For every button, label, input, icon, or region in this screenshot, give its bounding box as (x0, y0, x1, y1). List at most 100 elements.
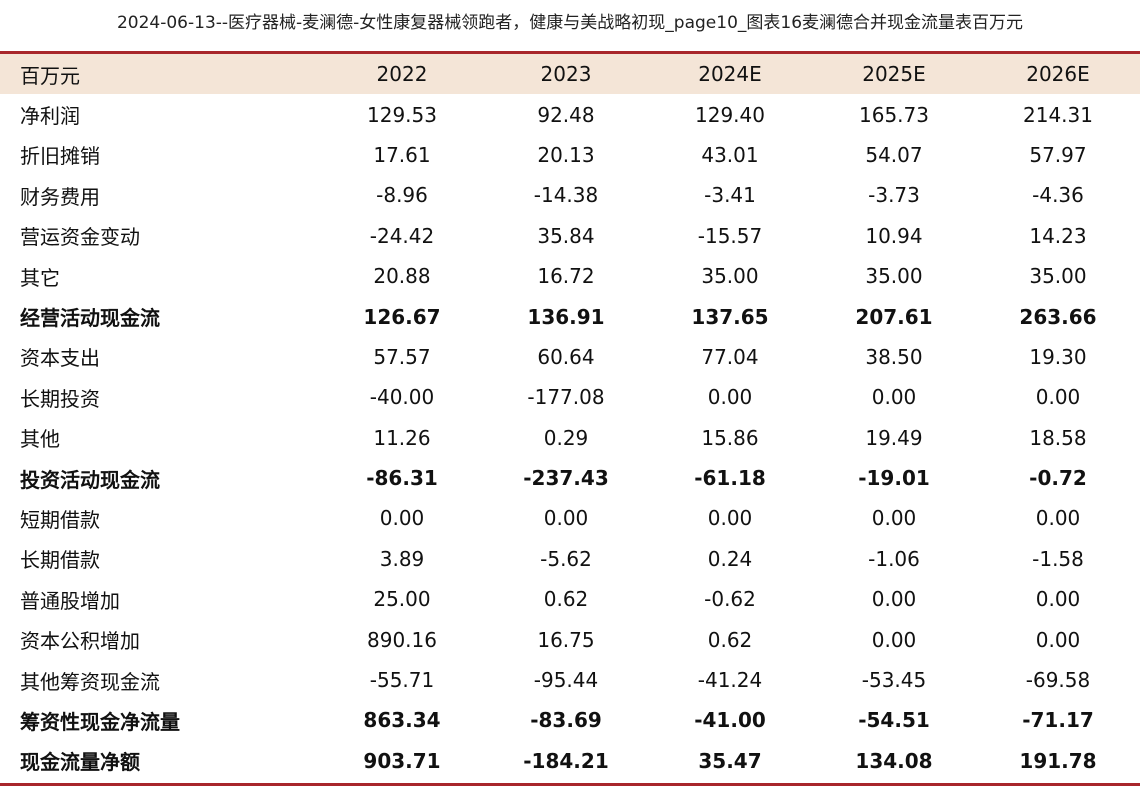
cell-value: 0.62 (543, 587, 589, 612)
cell-value: -55.71 (369, 668, 435, 693)
table-row: 经营活动现金流 126.67 136.91 137.65 207.61 263.66 (0, 296, 1140, 336)
cell-value: 19.30 (1029, 344, 1087, 369)
cell-value: 57.57 (373, 344, 431, 369)
cell-value: 863.34 (363, 708, 441, 733)
cell-value: 20.13 (537, 142, 595, 167)
cell-value: -4.36 (1032, 183, 1084, 208)
table-row: 其他 11.26 0.29 15.86 19.49 18.58 (0, 418, 1140, 458)
cell-value: -1.06 (868, 546, 920, 571)
table-row: 长期投资 -40.00 -177.08 0.00 0.00 0.00 (0, 377, 1140, 417)
cell-value: 57.97 (1029, 142, 1087, 167)
cell-value: 0.00 (1035, 627, 1081, 652)
table-row: 长期借款 3.89 -5.62 0.24 -1.06 -1.58 (0, 539, 1140, 579)
cell-value: 214.31 (1023, 102, 1093, 127)
table-row: 短期借款 0.00 0.00 0.00 0.00 0.00 (0, 498, 1140, 538)
cell-value: 0.24 (707, 546, 753, 571)
cell-value: 38.50 (865, 344, 923, 369)
table-body: 净利润 129.53 92.48 129.40 165.73 214.31 折旧摊销 17.6… (0, 94, 1140, 781)
cell-value: 16.72 (537, 264, 595, 289)
cell-value: 16.75 (537, 627, 595, 652)
cell-value: 25.00 (373, 587, 431, 612)
cell-value: 10.94 (865, 223, 923, 248)
cell-value: 43.01 (701, 142, 759, 167)
cell-value: 17.61 (373, 142, 431, 167)
cell-value: -69.58 (1025, 668, 1091, 693)
cell-value: -184.21 (523, 748, 609, 773)
row-label: 资本公积增加 (20, 629, 140, 654)
cell-value: -14.38 (533, 183, 599, 208)
cell-value: 35.00 (1029, 264, 1087, 289)
table-row: 投资活动现金流 -86.31 -237.43 -61.18 -19.01 -0.72 (0, 458, 1140, 498)
row-label: 长期借款 (20, 548, 100, 573)
row-label: 现金流量净额 (20, 750, 140, 775)
cell-value: 54.07 (865, 142, 923, 167)
cell-value: 3.89 (379, 546, 425, 571)
top-rule (0, 51, 1140, 54)
row-label: 普通股增加 (20, 588, 120, 613)
cell-value: 0.29 (543, 425, 589, 450)
cell-value: 77.04 (701, 344, 759, 369)
cell-value: -71.17 (1022, 708, 1094, 733)
row-label: 营运资金变动 (20, 225, 140, 250)
header-year-2023: 2023 (540, 62, 592, 87)
row-label: 财务费用 (20, 184, 100, 209)
table-row: 净利润 129.53 92.48 129.40 165.73 214.31 (0, 94, 1140, 134)
header-year-2026e: 2026E (1026, 62, 1090, 87)
row-label: 短期借款 (20, 507, 100, 532)
cell-value: -1.58 (1032, 546, 1084, 571)
bottom-rule (0, 783, 1140, 786)
cell-value: 92.48 (537, 102, 595, 127)
cell-value: -5.62 (540, 546, 592, 571)
cell-value: 903.71 (363, 748, 441, 773)
table-row: 资本公积增加 890.16 16.75 0.62 0.00 0.00 (0, 619, 1140, 659)
page-title: 2024-06-13--医疗器械-麦澜德-女性康复器械领跑者，健康与美战略初现_… (116, 13, 1024, 33)
table-row: 普通股增加 25.00 0.62 -0.62 0.00 0.00 (0, 579, 1140, 619)
cell-value: -41.00 (694, 708, 766, 733)
row-label: 筹资性现金净流量 (20, 709, 180, 734)
row-label: 资本支出 (20, 346, 100, 371)
cell-value: 0.00 (871, 587, 917, 612)
row-label: 投资活动现金流 (20, 467, 160, 492)
cell-value: -40.00 (369, 385, 435, 410)
cell-value: 0.00 (871, 385, 917, 410)
table-header-row: 百万元 2022 2023 2024E 2025E 2026E (0, 54, 1140, 95)
cell-value: 0.00 (707, 506, 753, 531)
cell-value: -53.45 (861, 668, 927, 693)
row-label: 其他 (20, 427, 60, 452)
table-row: 现金流量净额 903.71 -184.21 35.47 134.08 191.78 (0, 741, 1140, 781)
cell-value: 136.91 (527, 304, 605, 329)
cell-value: -86.31 (366, 466, 438, 491)
cell-value: 129.40 (695, 102, 765, 127)
cell-value: 890.16 (367, 627, 437, 652)
cell-value: 35.00 (865, 264, 923, 289)
cell-value: 0.00 (379, 506, 425, 531)
cell-value: -83.69 (530, 708, 602, 733)
cell-value: -54.51 (858, 708, 930, 733)
cell-value: 0.00 (1035, 587, 1081, 612)
table-row: 其他筹资现金流 -55.71 -95.44 -41.24 -53.45 -69.58 (0, 660, 1140, 700)
header-year-2022: 2022 (376, 62, 428, 87)
cell-value: 0.00 (1035, 385, 1081, 410)
row-label: 其他筹资现金流 (20, 669, 160, 694)
cell-value: 263.66 (1019, 304, 1097, 329)
cell-value: 15.86 (701, 425, 759, 450)
cell-value: -0.72 (1029, 466, 1087, 491)
cell-value: 60.64 (537, 344, 595, 369)
cell-value: -15.57 (697, 223, 763, 248)
cell-value: 0.62 (707, 627, 753, 652)
cell-value: -41.24 (697, 668, 763, 693)
cell-value: 0.00 (543, 506, 589, 531)
table-row: 折旧摊销 17.61 20.13 43.01 54.07 57.97 (0, 135, 1140, 175)
cell-value: 191.78 (1019, 748, 1097, 773)
cell-value: 19.49 (865, 425, 923, 450)
cell-value: 18.58 (1029, 425, 1087, 450)
row-label: 其它 (20, 265, 60, 290)
cell-value: 0.00 (707, 385, 753, 410)
cell-value: -24.42 (369, 223, 435, 248)
cell-value: -237.43 (523, 466, 609, 491)
cell-value: 14.23 (1029, 223, 1087, 248)
cell-value: 11.26 (373, 425, 431, 450)
row-label: 净利润 (20, 104, 80, 129)
cell-value: -3.41 (704, 183, 756, 208)
table-row: 营运资金变动 -24.42 35.84 -15.57 10.94 14.23 (0, 216, 1140, 256)
